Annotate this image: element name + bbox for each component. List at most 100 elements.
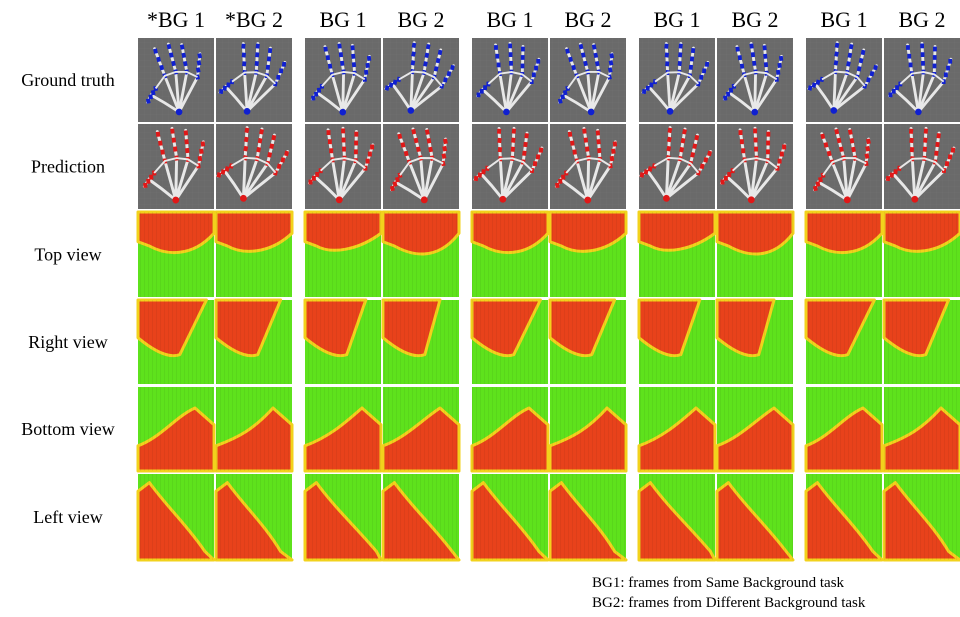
joint xyxy=(738,55,742,60)
joint xyxy=(572,149,576,154)
joint xyxy=(266,65,270,70)
hand-image xyxy=(381,37,459,122)
joint xyxy=(276,75,280,80)
joint xyxy=(256,44,260,49)
joint xyxy=(584,137,588,142)
hand-image xyxy=(136,38,214,122)
heatmap-image xyxy=(138,474,214,560)
heatmap-image xyxy=(884,474,960,560)
joint xyxy=(739,130,743,135)
heatmap-image xyxy=(717,300,793,384)
heatmap-image xyxy=(806,300,882,384)
joint xyxy=(219,89,223,94)
joint xyxy=(754,147,758,152)
joint xyxy=(886,176,890,181)
heatmap-texture xyxy=(383,387,459,471)
heatmap-texture xyxy=(216,212,292,297)
joint xyxy=(172,137,176,142)
joint xyxy=(907,54,911,59)
joint xyxy=(366,63,370,68)
heatmap-texture xyxy=(383,300,459,384)
joint xyxy=(364,70,368,75)
joint xyxy=(509,61,513,66)
joint xyxy=(699,75,703,80)
heatmap-texture xyxy=(884,474,960,560)
heatmap-image xyxy=(383,474,459,560)
page: *BG 1*BG 2BG 1BG 2BG 1BG 2BG 1BG 2BG 1BG… xyxy=(0,0,960,612)
joint xyxy=(366,159,370,164)
joint xyxy=(242,52,246,57)
joint xyxy=(597,148,601,153)
joint xyxy=(691,48,695,53)
hand-image xyxy=(216,38,292,122)
hand-image xyxy=(213,122,293,209)
joint xyxy=(173,146,177,151)
heatmap-image xyxy=(216,300,292,384)
joint xyxy=(764,62,768,67)
joint xyxy=(890,172,894,177)
joint xyxy=(339,52,343,57)
joint xyxy=(585,146,589,151)
hand-image xyxy=(472,124,548,209)
joint xyxy=(923,147,927,152)
joint xyxy=(326,55,330,60)
joint xyxy=(523,142,527,147)
joint xyxy=(158,141,162,146)
joint xyxy=(241,44,245,49)
joint xyxy=(933,55,937,60)
heatmap-texture xyxy=(550,300,626,384)
joint xyxy=(184,130,188,135)
joint xyxy=(323,47,327,52)
joint xyxy=(944,72,948,77)
joint xyxy=(352,62,356,67)
joint xyxy=(337,44,341,49)
heatmap-texture xyxy=(884,387,960,471)
joint xyxy=(350,45,354,50)
joint xyxy=(776,70,780,75)
heatmap-texture xyxy=(138,474,214,560)
heatmap-image xyxy=(550,300,626,384)
row-label: Left view xyxy=(33,507,102,527)
joint xyxy=(342,138,346,143)
heatmap-texture xyxy=(717,387,793,471)
joint xyxy=(522,151,526,156)
heatmap-image xyxy=(472,212,548,297)
heatmap-texture xyxy=(138,300,214,384)
joint xyxy=(282,62,286,67)
wrist xyxy=(748,196,755,203)
joint xyxy=(763,54,767,59)
row-label: Right view xyxy=(28,332,108,352)
heatmap-image xyxy=(216,474,292,560)
joint xyxy=(923,138,927,143)
row-label: Top view xyxy=(34,245,101,265)
joint xyxy=(340,61,344,66)
joint xyxy=(724,176,728,181)
joint xyxy=(524,133,528,138)
joint xyxy=(494,45,498,50)
row-label: Prediction xyxy=(31,157,105,177)
joint xyxy=(184,139,188,144)
joint xyxy=(766,141,770,146)
joint xyxy=(889,92,893,97)
joint xyxy=(481,169,485,174)
hand-image xyxy=(802,123,882,210)
joint xyxy=(740,64,744,69)
heatmap-image xyxy=(639,474,715,560)
heatmap-texture xyxy=(472,212,548,297)
joint xyxy=(946,66,950,71)
wrist xyxy=(915,109,922,116)
heatmap-image xyxy=(216,387,292,471)
heatmap-image xyxy=(472,387,548,471)
joint xyxy=(778,63,782,68)
heatmap-texture xyxy=(639,300,715,384)
heatmap-texture xyxy=(884,300,960,384)
heatmap-image xyxy=(806,387,882,471)
joint xyxy=(170,128,174,133)
heatmap-texture xyxy=(383,474,459,560)
joint xyxy=(702,68,706,73)
joint xyxy=(568,132,572,137)
joint xyxy=(309,180,313,185)
hand-image xyxy=(379,123,459,210)
joint xyxy=(480,89,484,94)
heatmap-texture xyxy=(383,212,459,297)
